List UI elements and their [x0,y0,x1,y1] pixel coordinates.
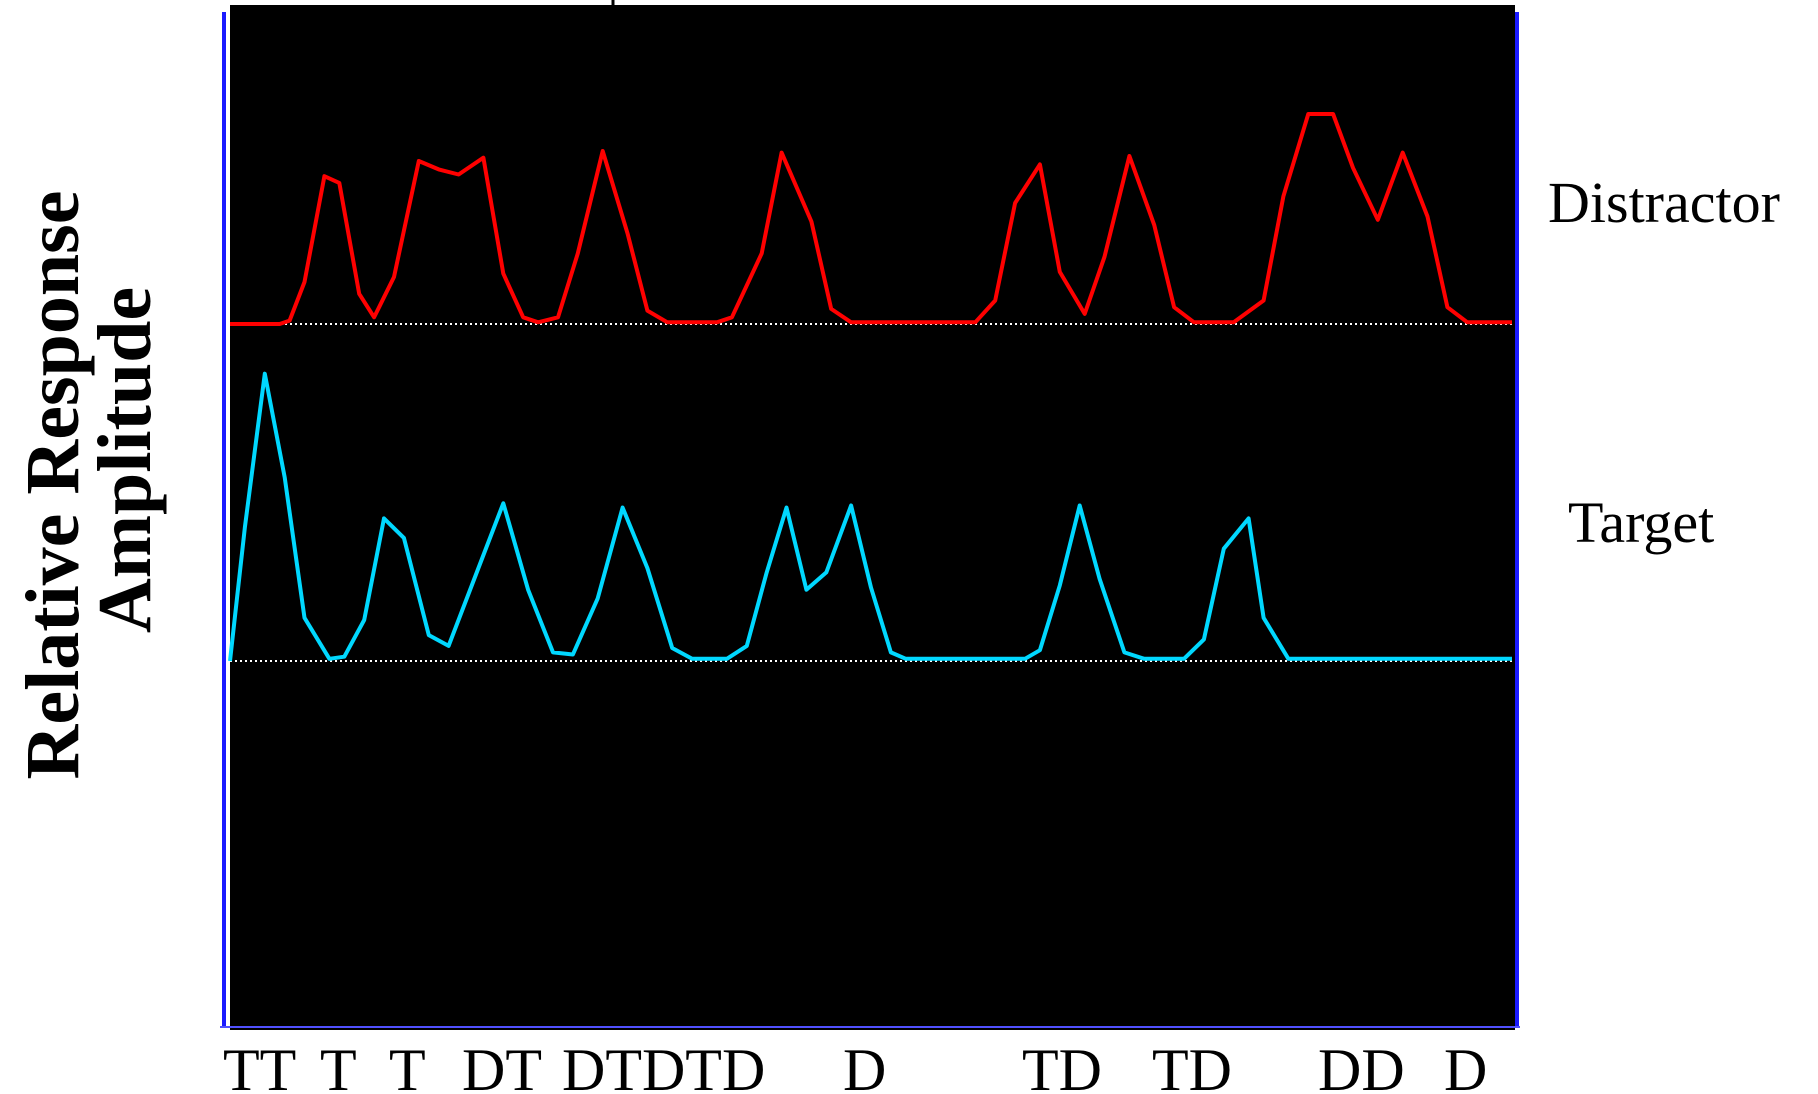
x-tick-label-4: DT [462,1037,542,1094]
series-label-distractor: Distractor [1548,170,1780,235]
x-tick-label-1: TT [223,1037,296,1094]
plot-area [230,5,1515,1030]
x-tick-label-8: TD [1152,1037,1232,1094]
series-line-distractor [230,112,1512,326]
x-tick-label-6: D [843,1037,886,1094]
y-axis-label-line-1: Relative Response [11,191,95,780]
x-tick-label-9: DD [1318,1037,1405,1094]
x-tick-label-5: DTDTD [562,1037,765,1094]
series-line-target [228,371,1512,662]
y-axis-label-line-2: Amplitude [83,287,167,633]
x-tick-label-10: D [1444,1037,1487,1094]
x-tick-label-3: T [389,1037,426,1094]
x-tick-label-2: T [320,1037,357,1094]
x-tick-label-7: TD [1022,1037,1102,1094]
series-label-target: Target [1568,490,1714,555]
